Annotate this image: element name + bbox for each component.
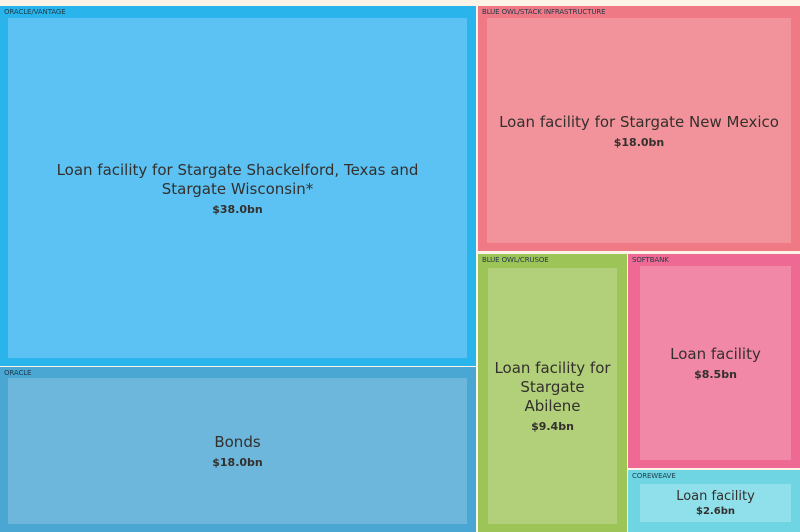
leaf-value: $9.4bn bbox=[531, 420, 574, 433]
leaf-value: $38.0bn bbox=[212, 202, 263, 216]
group-label: COREWEAVE bbox=[632, 472, 676, 480]
leaf-box: Loan facility $8.5bn bbox=[640, 266, 791, 460]
treemap-tile-softbank: SOFTBANK Loan facility $8.5bn bbox=[628, 254, 800, 468]
leaf-label: Loan facility for Stargate Shackelford, … bbox=[56, 160, 419, 198]
leaf-value: $18.0bn bbox=[212, 456, 263, 469]
leaf-label: Loan facility bbox=[676, 489, 755, 504]
group-label: ORACLE/VANTAGE bbox=[4, 8, 66, 16]
leaf-value: $8.5bn bbox=[694, 368, 737, 381]
leaf-value: $18.0bn bbox=[613, 135, 665, 149]
group-label: ORACLE bbox=[4, 369, 32, 377]
treemap-tile-coreweave: COREWEAVE Loan facility $2.6bn bbox=[628, 470, 800, 532]
leaf-box: Loan facility for Stargate Abilene $9.4b… bbox=[488, 268, 617, 524]
leaf-box: Bonds $18.0bn bbox=[8, 378, 467, 524]
leaf-value: $2.6bn bbox=[696, 506, 735, 517]
leaf-label: Loan facility for Stargate Abilene bbox=[494, 359, 611, 415]
treemap-tile-oracle: ORACLE Bonds $18.0bn bbox=[0, 367, 476, 532]
leaf-box: Loan facility for Stargate Shackelford, … bbox=[8, 18, 467, 358]
leaf-box: Loan facility $2.6bn bbox=[640, 484, 791, 522]
group-label: SOFTBANK bbox=[632, 256, 669, 264]
leaf-label: Loan facility for Stargate New Mexico bbox=[499, 112, 779, 131]
group-label: BLUE OWL/CRUSOE bbox=[482, 256, 549, 264]
leaf-box: Loan facility for Stargate New Mexico $1… bbox=[487, 18, 791, 243]
treemap-tile-oracle-vantage: ORACLE/VANTAGE Loan facility for Stargat… bbox=[0, 6, 476, 366]
treemap-tile-blue-owl-crusoe: BLUE OWL/CRUSOE Loan facility for Starga… bbox=[478, 254, 627, 532]
leaf-label: Loan facility bbox=[670, 345, 761, 363]
treemap-tile-blue-owl-stack: BLUE OWL/STACK INFRASTRUCTURE Loan facil… bbox=[478, 6, 800, 251]
group-label: BLUE OWL/STACK INFRASTRUCTURE bbox=[482, 8, 606, 16]
leaf-label: Bonds bbox=[214, 433, 261, 451]
